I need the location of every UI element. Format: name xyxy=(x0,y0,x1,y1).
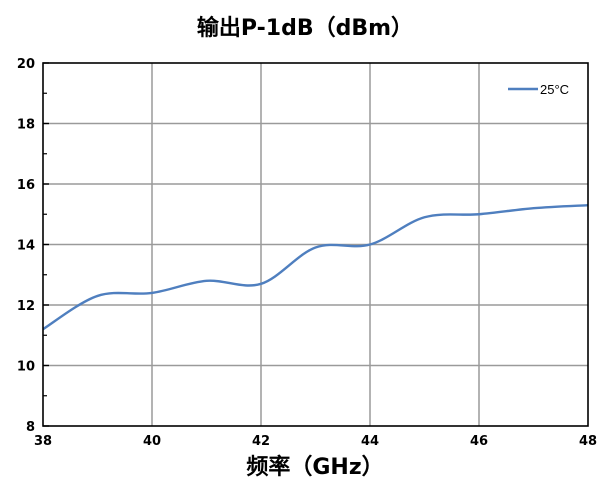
x-tick-label: 46 xyxy=(470,434,488,449)
y-tick-label: 10 xyxy=(17,360,35,375)
y-tick-label: 8 xyxy=(26,420,35,435)
x-tick-label: 38 xyxy=(34,434,52,449)
y-tick-label: 18 xyxy=(17,118,35,133)
y-tick-label: 20 xyxy=(17,57,35,72)
x-axis-ticks: 38 40 42 44 46 48 xyxy=(34,434,597,449)
x-axis-label: 频率（GHz） xyxy=(246,454,383,480)
x-tick-label: 40 xyxy=(143,434,161,449)
x-tick-label: 42 xyxy=(252,434,270,449)
series-line-0 xyxy=(42,203,589,331)
y-tick-label: 14 xyxy=(17,239,35,254)
grid xyxy=(43,63,588,426)
chart-title: 输出P-1dB（dBm） xyxy=(197,15,413,41)
y-tick-label: 12 xyxy=(17,299,35,314)
legend-label-25c: 25°C xyxy=(540,82,569,97)
x-tick-label: 44 xyxy=(361,434,379,449)
y-tick-label: 16 xyxy=(17,178,35,193)
x-tick-label: 48 xyxy=(579,434,597,449)
series-layer xyxy=(42,203,589,331)
legend: 25°C xyxy=(508,82,569,97)
y-axis-ticks: 8 10 12 14 16 18 20 xyxy=(17,57,49,435)
